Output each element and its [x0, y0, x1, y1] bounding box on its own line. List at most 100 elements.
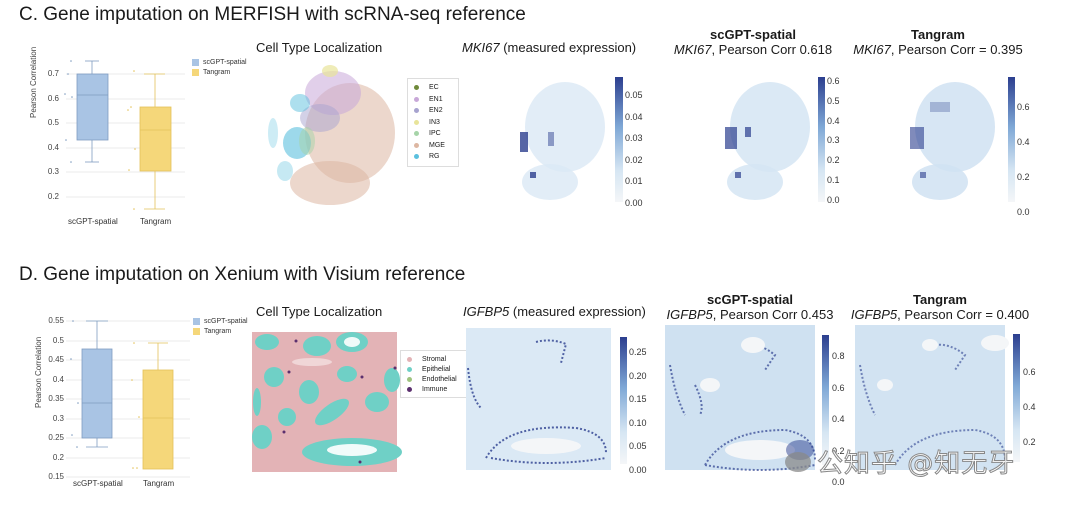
y-tick: 0.3: [52, 414, 64, 423]
colorbar: [615, 77, 623, 202]
expression-map-measured-c: [520, 82, 605, 200]
method-name: scGPT-spatial: [710, 27, 796, 42]
cbar-tick: 0.02: [625, 154, 643, 165]
title-suffix: (measured expression): [509, 304, 646, 319]
y-tick: 0.7: [47, 69, 59, 78]
legend-label: EN2: [429, 107, 443, 115]
legend-label: EC: [429, 84, 439, 92]
gene-name: MKI67: [853, 42, 891, 57]
colorbar: [1008, 77, 1015, 202]
cell-type-title: Cell Type Localization: [256, 40, 383, 55]
cbar-tick: 0.2: [832, 445, 845, 456]
cbar-tick: 0.6: [1017, 102, 1030, 112]
y-tick: 0.5: [47, 118, 59, 127]
title-suffix: , Pearson Corr = 0.400: [897, 307, 1030, 322]
cbar-tick: 0.05: [629, 441, 647, 451]
y-tick: 0.6: [47, 94, 59, 103]
y-tick: 0.4: [52, 375, 64, 384]
title-suffix: , Pearson Corr 0.453: [712, 307, 834, 322]
cell-type-legend-d: Stromal Epithelial Endothelial Immune: [400, 350, 469, 398]
cbar-tick: 0.0: [827, 194, 840, 205]
cell-type-legend-c: EC EN1 EN2 IN3 IPC MGE RG: [407, 78, 459, 167]
method-name: Tangram: [911, 27, 965, 42]
legend-label: IN3: [429, 118, 440, 126]
title-suffix: , Pearson Corr = 0.395: [890, 42, 1023, 57]
y-tick: 0.2: [47, 192, 59, 201]
colorbar: [1013, 334, 1020, 462]
legend-label: Endothelial: [422, 375, 457, 383]
x-tick: scGPT-spatial: [73, 479, 123, 488]
cbar-tick: 0.01: [625, 176, 643, 186]
y-tick: 0.55: [48, 316, 64, 325]
cbar-tick: 0.15: [629, 394, 647, 404]
x-tick: Tangram: [143, 479, 175, 488]
cbar-tick: 0.6: [1023, 367, 1036, 377]
y-tick: 0.5: [52, 336, 64, 345]
cbar-tick: 0.10: [629, 417, 647, 428]
colorbar: [620, 337, 627, 464]
scgpt-title-c: scGPT-spatial MKI67, Pearson Corr 0.618: [668, 27, 838, 57]
colorbar: [818, 77, 825, 202]
expression-map-scgpt-d: [665, 325, 816, 471]
measured-title-d: IGFBP5 (measured expression): [463, 304, 646, 319]
cell-type-scatter-c: [268, 65, 395, 205]
legend-label: scGPT-spatial: [204, 317, 248, 325]
expression-map-tangram-d: [855, 325, 1009, 470]
legend-label: MGE: [429, 141, 445, 149]
cell-type-title: Cell Type Localization: [256, 304, 383, 319]
cbar-tick: 0.6: [827, 76, 840, 86]
gene-name: MKI67: [673, 42, 712, 57]
gene-name: IGFBP5: [850, 307, 898, 322]
legend-label: RG: [429, 153, 440, 161]
y-tick: 0.25: [48, 433, 64, 442]
y-tick: 0.45: [48, 355, 64, 364]
legend-label: EN1: [429, 95, 443, 103]
boxplot-d-plot: [66, 320, 190, 478]
cbar-tick: 0.2: [1017, 172, 1030, 182]
legend-label: Tangram: [203, 68, 231, 76]
section-c-title: C. Gene imputation on MERFISH with scRNA…: [19, 4, 526, 25]
legend-label: IPC: [429, 130, 441, 138]
tangram-title-d: Tangram IGFBP5, Pearson Corr = 0.400: [845, 292, 1035, 322]
cell-type-scatter-d: [252, 332, 402, 472]
cbar-tick: 0.04: [625, 111, 643, 122]
cbar-tick: 0.6: [832, 382, 845, 393]
colorbar-ticks: 0.8 0.6 0.4 0.2 0.0: [832, 341, 845, 499]
boxplot-legend: scGPT-spatial Tangram: [193, 316, 248, 336]
section-d-title: D. Gene imputation on Xenium with Visium…: [19, 264, 466, 285]
gene-name: MKI67: [462, 40, 500, 55]
y-tick: 0.2: [52, 453, 64, 462]
colorbar-ticks: 0.6 0.5 0.4 0.3 0.2 0.1 0.0: [827, 72, 840, 211]
cbar-tick: 0.05: [625, 90, 643, 100]
legend-label: Tangram: [204, 327, 232, 335]
title-suffix: , Pearson Corr 0.618: [711, 42, 833, 57]
colorbar-ticks: 0.05 0.04 0.03 0.02 0.01 0.00: [625, 85, 643, 214]
y-tick: 0.15: [48, 472, 64, 481]
boxplot-d: Pearson Correlation 0.55 0.5 0.45 0.4 0.…: [0, 300, 250, 500]
expression-map-tangram-c: [910, 82, 995, 200]
cbar-tick: 0.00: [629, 464, 647, 475]
y-tick: 0.3: [47, 167, 59, 176]
method-name: scGPT-spatial: [707, 292, 793, 307]
cbar-tick: 0.2: [1023, 437, 1036, 447]
colorbar-ticks: 0.25 0.20 0.15 0.10 0.05 0.00: [629, 341, 647, 482]
cbar-tick: 0.4: [827, 115, 840, 126]
scgpt-title-d: scGPT-spatial IGFBP5, Pearson Corr 0.453: [660, 292, 840, 322]
cbar-tick: 0.1: [827, 174, 840, 185]
boxplot-c: Pearson Correlation 0.7 0.6 0.5 0.4 0.3 …: [0, 47, 250, 240]
chat-bubble-icon: [785, 451, 811, 472]
gene-name: IGFBP5: [463, 304, 510, 319]
legend-label: scGPT-spatial: [203, 58, 247, 66]
cbar-tick: 0.00: [625, 197, 643, 208]
cbar-tick: 0.03: [625, 133, 643, 143]
legend-label: Immune: [422, 385, 448, 393]
cbar-tick: 0.25: [629, 347, 647, 357]
cbar-tick: 0.0: [1017, 207, 1030, 217]
cbar-tick: 0.5: [827, 95, 840, 106]
y-tick: 0.4: [47, 143, 59, 152]
legend-label: Epithelial: [422, 365, 451, 373]
cbar-tick: 0.0: [832, 477, 845, 487]
cbar-tick: 0.20: [629, 370, 647, 381]
gene-name: IGFBP5: [666, 307, 713, 322]
expression-map-scgpt-c: [725, 82, 810, 200]
